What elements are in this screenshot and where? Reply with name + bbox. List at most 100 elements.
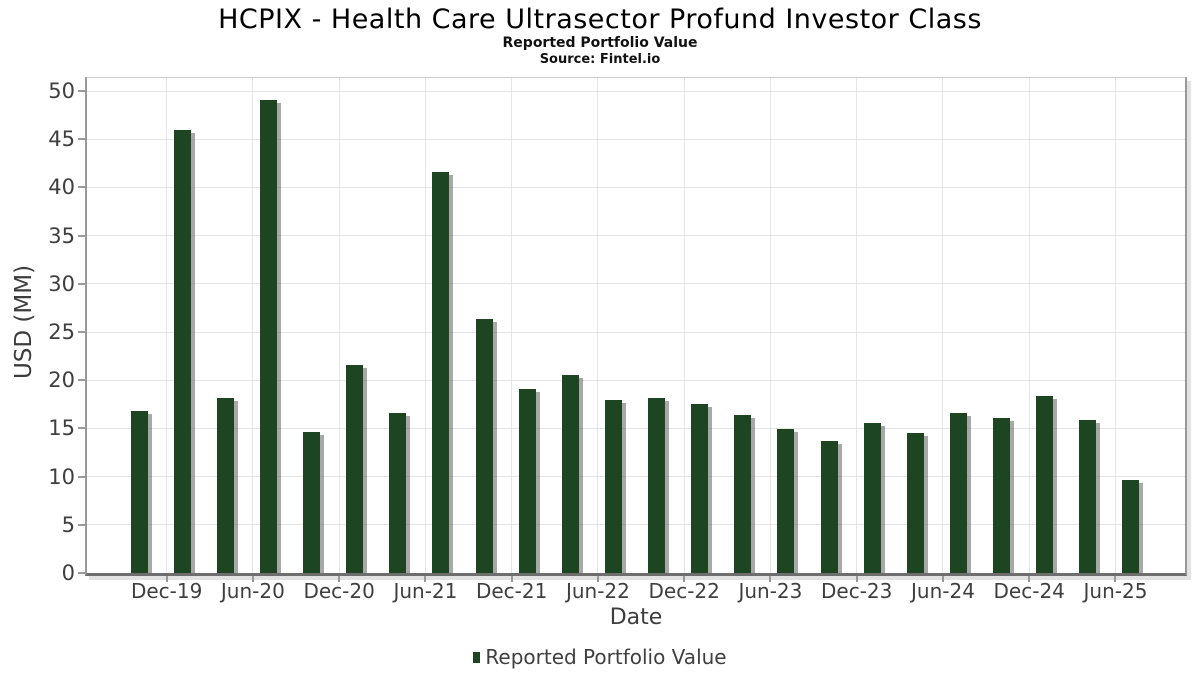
- x-gridline: [683, 78, 685, 573]
- x-tick-mark: [1028, 576, 1031, 582]
- x-gridline: [252, 78, 254, 573]
- x-tick-mark: [941, 576, 944, 582]
- y-gridline: [87, 186, 1185, 188]
- x-tick-mark: [769, 576, 772, 582]
- chart-title: HCPIX - Health Care Ultrasector Profund …: [218, 4, 982, 35]
- y-tick-label: 50: [48, 79, 75, 103]
- bar[interactable]: [216, 397, 234, 573]
- y-tick-label: 15: [48, 416, 75, 441]
- x-tick-mark: [596, 576, 599, 582]
- y-tick-mark: [78, 138, 85, 141]
- x-tick-label: Jun-24: [911, 579, 975, 603]
- bar[interactable]: [561, 375, 579, 573]
- bar[interactable]: [949, 412, 967, 573]
- y-tick-label: 35: [48, 223, 75, 248]
- bar[interactable]: [173, 129, 191, 573]
- bar[interactable]: [389, 412, 407, 573]
- x-gridline: [856, 78, 858, 573]
- bar[interactable]: [346, 364, 364, 573]
- x-gridline: [338, 78, 340, 573]
- y-gridline: [87, 427, 1185, 429]
- bar[interactable]: [734, 414, 752, 573]
- y-tick-mark: [78, 282, 85, 285]
- bar[interactable]: [691, 404, 709, 573]
- y-tick-mark: [78, 523, 85, 526]
- x-tick-label: Dec-19: [130, 579, 203, 603]
- x-tick-label: Jun-21: [393, 579, 458, 603]
- x-tick-mark: [1114, 576, 1117, 582]
- y-tick-label: 30: [48, 271, 75, 296]
- plot-area: [85, 77, 1187, 576]
- legend: Reported Portfolio Value: [0, 644, 1200, 670]
- x-tick-mark: [855, 576, 858, 582]
- bar[interactable]: [993, 417, 1011, 573]
- x-gridline: [166, 78, 168, 573]
- x-gridline: [511, 78, 513, 573]
- bar[interactable]: [130, 411, 148, 573]
- bar[interactable]: [820, 440, 838, 573]
- x-tick-label: Dec-24: [993, 579, 1065, 603]
- bar[interactable]: [1122, 480, 1140, 573]
- x-tick-mark: [510, 576, 513, 582]
- legend-swatch-icon: [473, 651, 481, 663]
- y-tick-label: 40: [48, 175, 75, 200]
- bar[interactable]: [777, 429, 795, 573]
- bar[interactable]: [475, 318, 493, 573]
- x-tick-label: Dec-23: [821, 579, 893, 603]
- x-gridline: [1114, 78, 1116, 573]
- x-axis-label: Date: [609, 605, 663, 630]
- bar[interactable]: [906, 433, 924, 573]
- x-tick-mark: [424, 576, 427, 582]
- chart-subtitle: Reported Portfolio Value: [502, 35, 698, 51]
- y-gridline: [87, 90, 1185, 92]
- y-tick-mark: [78, 475, 85, 478]
- bar[interactable]: [604, 400, 622, 573]
- bar[interactable]: [303, 432, 321, 573]
- y-gridline: [87, 524, 1185, 526]
- y-gridline: [87, 379, 1185, 381]
- bar[interactable]: [1036, 395, 1054, 573]
- x-tick-label: Jun-25: [1083, 579, 1148, 603]
- y-tick-label: 10: [48, 464, 75, 489]
- y-tick-mark: [78, 186, 85, 189]
- bar[interactable]: [1079, 419, 1097, 573]
- x-gridline: [942, 78, 944, 573]
- x-tick-mark: [338, 576, 341, 582]
- y-gridline: [87, 331, 1185, 333]
- x-tick-mark: [251, 576, 254, 582]
- y-gridline: [87, 235, 1185, 237]
- y-gridline: [87, 138, 1185, 140]
- x-tick-label: Dec-21: [475, 579, 548, 603]
- x-tick-label: Jun-23: [738, 579, 803, 603]
- bar[interactable]: [259, 99, 277, 573]
- y-tick-label: 0: [61, 561, 75, 585]
- y-tick-label: 45: [48, 127, 75, 152]
- bar[interactable]: [648, 397, 666, 573]
- x-tick-label: Dec-22: [648, 579, 720, 603]
- y-tick-mark: [78, 90, 85, 92]
- chart-source: Source: Fintel.io: [539, 52, 661, 67]
- x-tick-label: Dec-20: [303, 579, 375, 603]
- legend-label: Reported Portfolio Value: [485, 645, 727, 669]
- y-tick-label: 5: [61, 512, 75, 537]
- bar[interactable]: [432, 171, 450, 573]
- bar[interactable]: [863, 422, 881, 573]
- x-tick-label: Jun-20: [220, 579, 285, 603]
- y-tick-label: 20: [48, 368, 75, 393]
- x-tick-mark: [683, 576, 686, 582]
- x-tick-label: Jun-22: [565, 579, 630, 603]
- x-gridline: [424, 78, 426, 573]
- y-gridline: [87, 476, 1185, 478]
- bar[interactable]: [518, 388, 536, 573]
- y-tick-mark: [78, 379, 85, 382]
- y-tick-mark: [78, 234, 85, 237]
- y-tick-mark: [78, 427, 85, 430]
- y-tick-mark: [78, 572, 85, 574]
- x-gridline: [1028, 78, 1030, 573]
- x-gridline: [769, 78, 771, 573]
- x-tick-mark: [165, 576, 168, 582]
- y-tick-mark: [78, 331, 85, 333]
- y-gridline: [87, 283, 1185, 285]
- y-tick-label: 25: [48, 320, 75, 344]
